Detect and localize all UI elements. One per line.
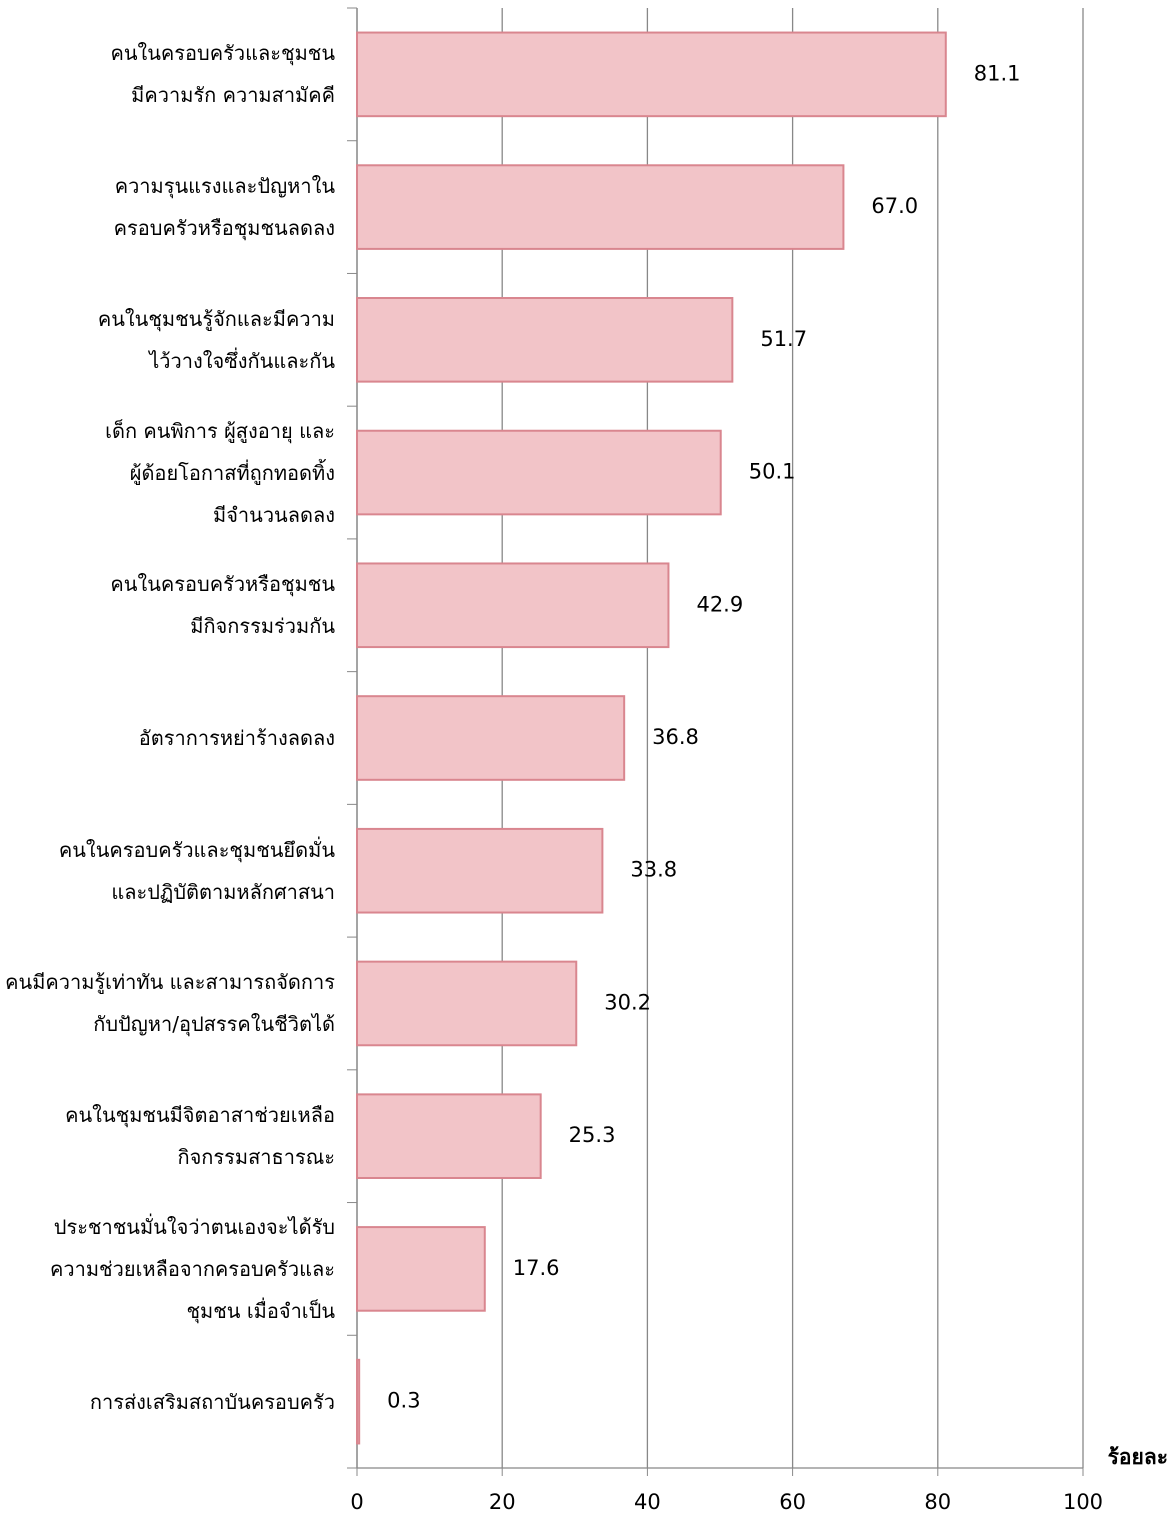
data-label: 17.6 bbox=[513, 1256, 560, 1280]
y-tick-label: ความรุนแรงและปัญหาใน ครอบครัวหรือชุมชนลด… bbox=[113, 174, 335, 241]
data-label: 25.3 bbox=[569, 1123, 616, 1147]
bar bbox=[356, 429, 722, 516]
data-label: 50.1 bbox=[749, 460, 796, 484]
x-tick-label: 40 bbox=[634, 1490, 661, 1513]
bar bbox=[356, 1226, 486, 1312]
data-label: 36.8 bbox=[652, 725, 699, 749]
bar bbox=[356, 562, 670, 649]
x-axis-label: ร้อยละ bbox=[1108, 1445, 1168, 1469]
y-tick-label: คนในชุมชนมีจิตอาสาช่วยเหลือ กิจกรรมสาธาร… bbox=[65, 1103, 335, 1170]
bar bbox=[356, 827, 604, 914]
bar bbox=[356, 1358, 361, 1445]
bar bbox=[356, 31, 947, 118]
data-label: 30.2 bbox=[604, 990, 651, 1014]
y-tick-label: อัตราการหย่าร้างลดลง bbox=[138, 725, 335, 750]
data-label: 51.7 bbox=[760, 327, 807, 351]
y-tick-label: คนในครอบครัวและชุมชนยึดมั่น และปฏิบัติตา… bbox=[58, 837, 335, 904]
data-label: 81.1 bbox=[974, 61, 1021, 85]
y-tick-label: ประชาชนมั่นใจว่าตนเองจะได้รับ ความช่วยเห… bbox=[50, 1214, 335, 1323]
x-tick-label: 60 bbox=[779, 1490, 806, 1513]
data-label: 33.8 bbox=[630, 858, 677, 882]
bar bbox=[356, 164, 845, 250]
y-tick-label: คนในครอบครัวและชุมชน มีความรัก ความสามัค… bbox=[110, 41, 335, 108]
x-tick-label: 0 bbox=[350, 1490, 363, 1513]
y-tick-label: คนในครอบครัวหรือชุมชน มีกิจกรรมร่วมกัน bbox=[110, 572, 335, 639]
data-label: 67.0 bbox=[871, 194, 918, 218]
y-tick-label: คนในชุมชนรู้จักและมีความ ไว้วางใจซึ่งกัน… bbox=[97, 306, 335, 373]
bar bbox=[356, 1093, 542, 1179]
data-label: 0.3 bbox=[387, 1389, 420, 1413]
x-tick-label: 80 bbox=[924, 1490, 951, 1513]
y-tick-label: เด็ก คนพิการ ผู้สูงอายุ และ ผู้ด้อยโอกาส… bbox=[105, 418, 335, 527]
x-tick-label: 20 bbox=[489, 1490, 516, 1513]
x-tick-label: 100 bbox=[1063, 1490, 1103, 1513]
bar bbox=[356, 695, 626, 781]
bar bbox=[356, 297, 734, 383]
bar bbox=[356, 960, 578, 1047]
data-label: 42.9 bbox=[696, 592, 743, 616]
y-tick-label: คนมีความรู้เท่าทัน และสามารถจัดการ กับปั… bbox=[5, 970, 335, 1037]
y-tick-label: การส่งเสริมสถาบันครอบครัว bbox=[89, 1389, 335, 1414]
